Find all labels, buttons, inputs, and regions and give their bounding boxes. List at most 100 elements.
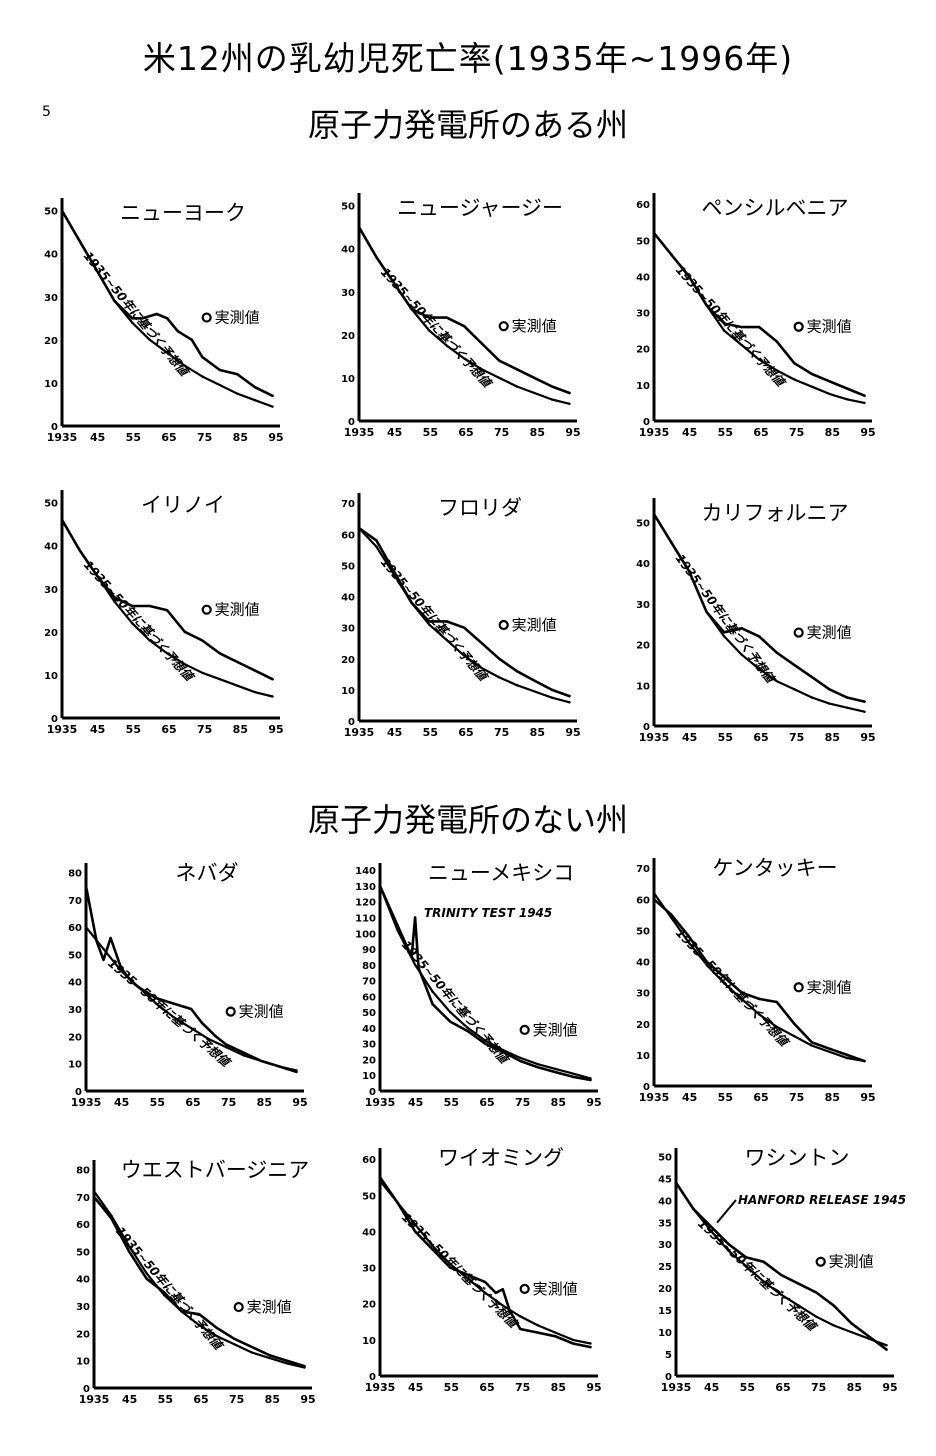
- x-tick-label: 75: [494, 426, 509, 439]
- projected-point: [571, 1072, 575, 1075]
- projected-point: [78, 548, 81, 552]
- x-tick-label: 85: [530, 426, 545, 439]
- projected-point: [113, 299, 116, 303]
- x-tick-label: 55: [718, 731, 733, 744]
- measured-point: [797, 1282, 800, 1285]
- x-tick-label: 1935: [365, 1381, 396, 1394]
- state-name: ネバダ: [176, 861, 239, 885]
- projected-label: 1935~50年に基づく予想値: [81, 558, 197, 685]
- state-name: イリノイ: [141, 493, 225, 517]
- measured-label: 実測値: [512, 616, 557, 634]
- projected-point: [396, 928, 399, 932]
- x-tick-label: 1935: [365, 1096, 396, 1109]
- x-tick-label: 45: [704, 1381, 719, 1394]
- projected-point: [722, 329, 726, 332]
- projected-point: [466, 1026, 469, 1030]
- y-tick-label: 10: [658, 1328, 672, 1339]
- projected-point: [260, 1059, 263, 1063]
- measured-point: [652, 898, 656, 901]
- y-tick-label: 30: [362, 1264, 376, 1275]
- x-tick-label: 75: [811, 1381, 826, 1394]
- y-tick-label: 70: [636, 864, 650, 875]
- measured-point: [722, 322, 726, 325]
- measured-point: [233, 1337, 236, 1341]
- measured-point: [828, 688, 831, 691]
- measured-point: [250, 1345, 254, 1349]
- measured-point: [172, 1002, 175, 1005]
- projected-label: 1935~50年に基づく予想値: [695, 1216, 820, 1334]
- y-tick-label: 80: [76, 1165, 90, 1176]
- projected-point: [148, 639, 151, 642]
- projected-point: [867, 1337, 871, 1340]
- measured-point: [109, 936, 112, 940]
- projected-series-line: [652, 891, 866, 1063]
- measured-point: [154, 996, 158, 1000]
- chart-panel: 1935 45 55 65 75 85 95 0 5 10 15 20 25 30 35 40 45 50 ワシント…: [658, 1146, 906, 1394]
- x-tick-label: 75: [789, 426, 804, 439]
- measured-point: [828, 380, 831, 383]
- projected-point: [271, 405, 274, 408]
- y-tick-label: 10: [362, 1336, 376, 1347]
- x-tick-label: 95: [268, 431, 283, 444]
- x-tick-label: 65: [753, 731, 768, 744]
- x-tick-label: 85: [233, 431, 248, 444]
- y-tick-label: 10: [341, 374, 355, 385]
- x-tick-label: 75: [221, 1096, 236, 1109]
- y-tick-label: 30: [341, 288, 355, 299]
- projected-point: [183, 662, 186, 666]
- y-tick-label: 0: [51, 422, 58, 433]
- y-tick-label: 20: [341, 655, 355, 666]
- x-tick-label: 65: [458, 726, 473, 739]
- projected-point: [498, 376, 501, 380]
- measured-point: [775, 340, 778, 343]
- y-tick-label: 40: [68, 978, 82, 989]
- y-tick-label: 40: [341, 593, 355, 604]
- projected-point: [480, 666, 483, 670]
- y-tick-label: 35: [658, 1218, 672, 1229]
- y-tick-label: 40: [658, 1196, 672, 1207]
- x-tick-label: 65: [185, 1096, 200, 1109]
- projected-point: [727, 1249, 730, 1253]
- state-name: ニュージャージー: [397, 196, 563, 220]
- projected-point: [589, 1342, 592, 1345]
- projected-point: [692, 1207, 695, 1211]
- projected-label: 1935~50年に基づく予想値: [81, 249, 192, 380]
- projected-point: [113, 600, 116, 603]
- projected-point: [705, 610, 708, 614]
- projected-point: [84, 925, 88, 929]
- x-tick-label: 1935: [639, 731, 670, 744]
- measured-point: [519, 1059, 522, 1063]
- y-tick-label: 50: [76, 1247, 90, 1258]
- measured-point: [740, 627, 743, 630]
- x-tick-label: 65: [479, 1096, 494, 1109]
- y-tick-label: 10: [362, 1071, 376, 1082]
- projected-point: [201, 375, 204, 378]
- measured-point: [709, 1225, 713, 1228]
- projected-point: [413, 963, 417, 967]
- y-tick-label: 50: [44, 499, 58, 510]
- measured-point: [568, 391, 571, 395]
- y-tick-label: 140: [355, 866, 376, 877]
- projected-point: [162, 1293, 166, 1297]
- projected-point: [793, 1035, 796, 1038]
- measured-point: [218, 652, 222, 655]
- projected-point: [536, 1062, 540, 1066]
- y-tick-label: 0: [348, 417, 355, 428]
- x-tick-label: 85: [551, 1381, 566, 1394]
- measured-point: [215, 1326, 218, 1330]
- measured-point: [780, 1273, 783, 1277]
- measured-point: [498, 657, 501, 660]
- projected-point: [78, 239, 81, 242]
- projected-point: [705, 304, 708, 307]
- measured-label: 実測値: [247, 1298, 292, 1316]
- projected-series-line: [357, 226, 571, 405]
- x-tick-label: 55: [718, 1091, 733, 1104]
- y-tick-label: 40: [44, 250, 58, 261]
- measured-point: [148, 604, 151, 608]
- projected-point: [554, 1067, 557, 1071]
- measured-label: 実測値: [829, 1253, 874, 1271]
- measured-marker-icon: [815, 1256, 826, 1267]
- measured-point: [810, 372, 814, 376]
- measured-point: [427, 316, 431, 319]
- projected-point: [885, 1344, 888, 1347]
